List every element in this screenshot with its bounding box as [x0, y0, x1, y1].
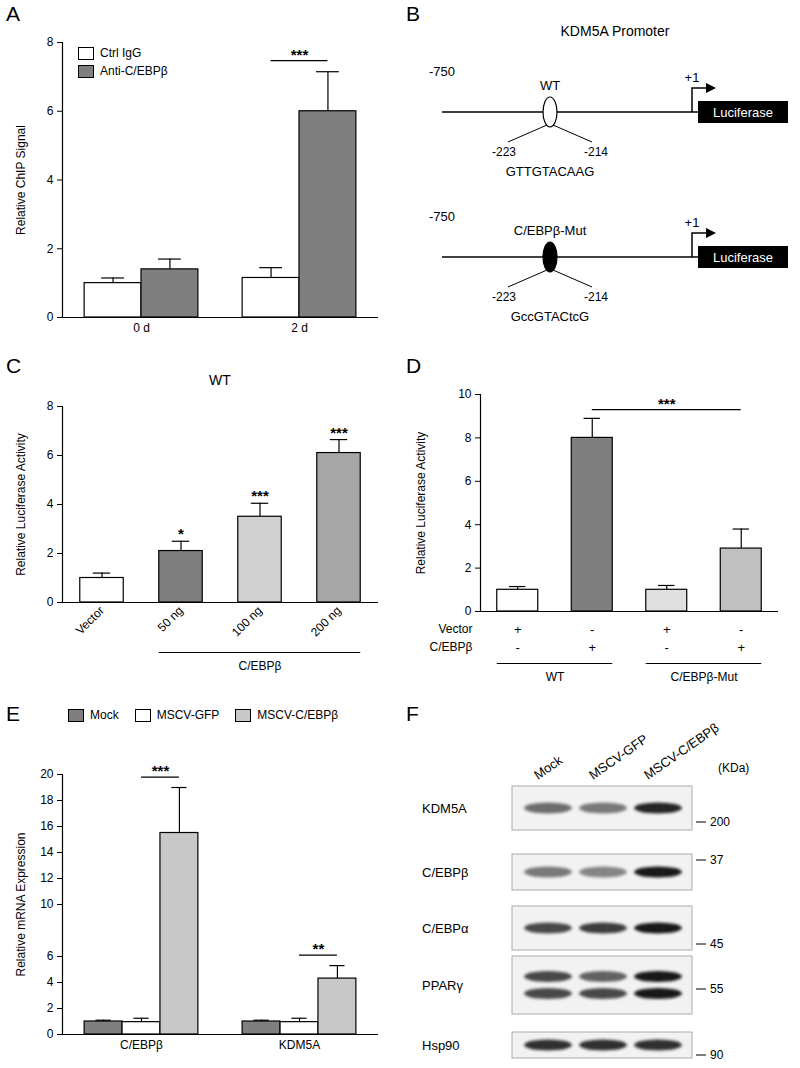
svg-text:KDM5A Promoter: KDM5A Promoter — [561, 23, 670, 39]
svg-text:***: *** — [251, 487, 269, 504]
svg-text:4: 4 — [465, 518, 472, 532]
svg-text:***: *** — [658, 395, 676, 412]
svg-text:200: 200 — [710, 815, 730, 829]
svg-text:4: 4 — [47, 975, 54, 989]
html-text:F: F — [406, 702, 419, 725]
html-text:A: A — [6, 2, 20, 25]
html-text:WT: WT — [209, 372, 231, 388]
svg-text:-214: -214 — [584, 290, 608, 304]
svg-text:GccGTACtcG: GccGTACtcG — [511, 309, 589, 324]
svg-text:18: 18 — [40, 793, 54, 807]
svg-text:8: 8 — [465, 431, 472, 445]
svg-text:Luciferase: Luciferase — [713, 250, 773, 265]
html-text:E: E — [6, 702, 20, 725]
svg-text:+: + — [737, 640, 745, 655]
svg-text:-223: -223 — [492, 290, 516, 304]
svg-text:Relative mRNA Expression: Relative mRNA Expression — [14, 832, 28, 976]
svg-text:37: 37 — [710, 853, 724, 867]
svg-text:6: 6 — [465, 474, 472, 488]
svg-text:90: 90 — [710, 1048, 724, 1062]
svg-text:C/EBPβ: C/EBPβ — [120, 1038, 163, 1052]
svg-text:C/EBPβ-Mut: C/EBPβ-Mut — [514, 223, 587, 238]
svg-text:8: 8 — [47, 399, 54, 413]
svg-text:Luciferase: Luciferase — [713, 105, 773, 120]
svg-text:+: + — [588, 640, 596, 655]
svg-text:4: 4 — [47, 497, 54, 511]
svg-text:-: - — [590, 622, 594, 637]
svg-text:-750: -750 — [429, 64, 455, 79]
svg-text:45: 45 — [710, 937, 724, 951]
svg-text:PPARγ: PPARγ — [422, 978, 463, 993]
svg-text:50 ng: 50 ng — [155, 603, 186, 634]
svg-text:Vector: Vector — [438, 622, 472, 636]
svg-text:0: 0 — [47, 595, 54, 609]
svg-text:+1: +1 — [685, 70, 700, 85]
svg-text:Relative Luciferase Activity: Relative Luciferase Activity — [414, 432, 428, 575]
svg-text:-: - — [739, 622, 743, 637]
svg-text:-: - — [665, 640, 669, 655]
svg-text:4: 4 — [47, 173, 54, 187]
svg-text:0: 0 — [47, 310, 54, 324]
html-text:D: D — [406, 354, 422, 377]
svg-text:+1: +1 — [685, 215, 700, 230]
svg-text:200 ng: 200 ng — [308, 603, 344, 639]
svg-text:WT: WT — [546, 670, 565, 684]
svg-text:**: ** — [313, 940, 325, 957]
svg-text:10: 10 — [458, 387, 472, 401]
svg-text:C/EBPα: C/EBPα — [422, 921, 469, 936]
svg-text:2: 2 — [47, 242, 54, 256]
html-text:C: C — [6, 354, 22, 377]
svg-text:16: 16 — [40, 819, 54, 833]
svg-text:20: 20 — [40, 767, 54, 781]
html-text:Mock: Mock — [90, 708, 119, 722]
svg-text:C/EBPβ-Mut: C/EBPβ-Mut — [671, 670, 739, 684]
svg-text:2: 2 — [47, 1001, 54, 1015]
svg-text:10: 10 — [40, 897, 54, 911]
svg-text:C/EBPβ: C/EBPβ — [422, 865, 469, 880]
html-text:Anti-C/EBPβ: Anti-C/EBPβ — [100, 64, 168, 78]
html-text:MSCV-C/EBPβ: MSCV-C/EBPβ — [257, 708, 339, 722]
svg-text:0: 0 — [47, 1027, 54, 1041]
svg-text:MSCV-C/EBPβ: MSCV-C/EBPβ — [641, 720, 721, 783]
svg-text:2: 2 — [47, 546, 54, 560]
html-text:MSCV-GFP: MSCV-GFP — [156, 708, 220, 722]
svg-text:***: *** — [330, 424, 348, 441]
svg-text:55: 55 — [710, 982, 724, 996]
svg-text:8: 8 — [47, 35, 54, 49]
svg-text:2: 2 — [465, 561, 472, 575]
svg-text:*: * — [178, 525, 184, 542]
svg-text:***: *** — [152, 762, 170, 779]
html-text:Ctrl IgG: Ctrl IgG — [100, 46, 142, 60]
svg-text:+: + — [514, 622, 522, 637]
svg-text:Hsp90: Hsp90 — [422, 1038, 460, 1053]
svg-text:Mock: Mock — [531, 752, 565, 782]
svg-text:Relative Luciferase Activity: Relative Luciferase Activity — [14, 433, 28, 576]
svg-text:KDM5A: KDM5A — [279, 1038, 320, 1052]
svg-text:-750: -750 — [429, 209, 455, 224]
svg-text:2 d: 2 d — [291, 321, 308, 335]
svg-text:Relative ChIP Signal: Relative ChIP Signal — [14, 125, 28, 235]
svg-text:WT: WT — [540, 78, 560, 93]
svg-text:6: 6 — [47, 949, 54, 963]
svg-text:KDM5A: KDM5A — [422, 801, 467, 816]
svg-text:6: 6 — [47, 104, 54, 118]
svg-text:Vector: Vector — [73, 603, 107, 637]
svg-text:100 ng: 100 ng — [229, 603, 265, 639]
svg-text:C/EBPβ: C/EBPβ — [239, 659, 282, 673]
svg-text:-223: -223 — [492, 145, 516, 159]
svg-text:0 d: 0 d — [133, 321, 150, 335]
svg-text:GTTGTACAAG: GTTGTACAAG — [506, 164, 595, 179]
svg-text:6: 6 — [47, 448, 54, 462]
svg-text:C/EBPβ: C/EBPβ — [430, 640, 473, 654]
svg-text:14: 14 — [40, 845, 54, 859]
html-text:B: B — [406, 2, 420, 25]
svg-text:+: + — [663, 622, 671, 637]
svg-text:MSCV-GFP: MSCV-GFP — [586, 731, 650, 782]
svg-text:0: 0 — [465, 604, 472, 618]
svg-text:12: 12 — [40, 871, 54, 885]
svg-text:-: - — [516, 640, 520, 655]
svg-text:***: *** — [291, 46, 309, 63]
svg-text:-214: -214 — [584, 145, 608, 159]
svg-text:(KDa): (KDa) — [718, 761, 749, 775]
